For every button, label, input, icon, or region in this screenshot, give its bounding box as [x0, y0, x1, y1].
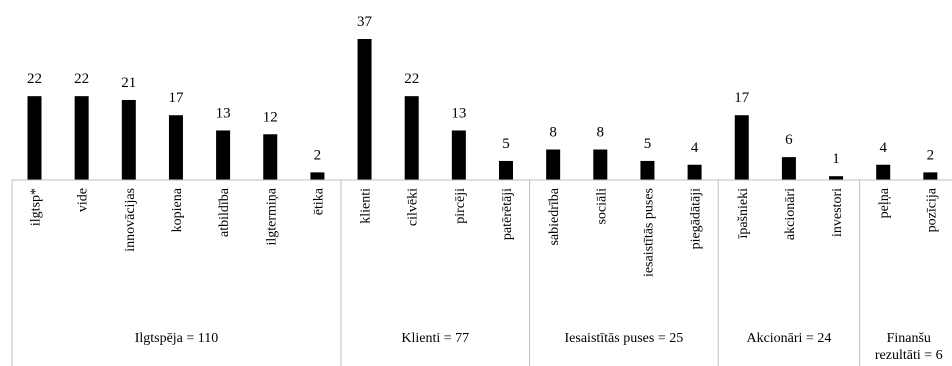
bar-sabiedrība — [546, 149, 561, 180]
value-label-īpašnieki: 17 — [734, 90, 750, 106]
group-label-line: Iesaistītās puses = 25 — [565, 331, 684, 346]
group-label-4: Finanšu rezultāti = 6 — [875, 331, 943, 363]
bar-patērētāji — [499, 160, 513, 180]
value-label-ilgtsp*: 22 — [27, 71, 42, 87]
bar-kopiena — [168, 115, 183, 180]
category-label-atbildība: atbildība — [217, 187, 232, 237]
value-label-ilgtermiņa: 12 — [263, 109, 278, 125]
value-label-patērētāji: 5 — [502, 136, 510, 152]
value-label-vide: 22 — [74, 71, 89, 87]
value-label-pozīcija: 2 — [927, 147, 935, 163]
group-label-3: Akcionāri = 24 — [746, 331, 831, 346]
axis-layer — [11, 179, 952, 366]
category-label-peļņa: peļņa — [877, 187, 892, 218]
value-label-iesaistītās puses: 5 — [644, 136, 652, 152]
bar-atbildība — [216, 130, 231, 180]
group-label-1: Klienti = 77 — [401, 331, 469, 346]
bar-klienti — [357, 39, 372, 180]
value-label-ētika: 2 — [314, 147, 322, 163]
group-label-line: Akcionāri = 24 — [746, 331, 831, 346]
group-label-line: Ilgtspēja = 110 — [135, 331, 219, 346]
bar-innovācijas — [121, 99, 136, 180]
value-label-peļņa: 4 — [879, 140, 887, 156]
group-label-line: Finanšu — [887, 331, 931, 346]
group-label-2: Iesaistītās puses = 25 — [565, 331, 684, 346]
value-label-akcionāri: 6 — [785, 132, 793, 148]
value-label-cilvēki: 22 — [404, 71, 419, 87]
group-label-line: rezultāti = 6 — [875, 348, 943, 363]
bar-peļņa — [876, 164, 891, 180]
category-label-ilgtermiņa: ilgtermiņa — [264, 187, 279, 245]
bar-ētika — [310, 172, 325, 180]
category-label-cilvēki: cilvēki — [406, 188, 421, 226]
value-label-sociāli: 8 — [597, 125, 605, 141]
value-label-innovācijas: 21 — [121, 75, 136, 91]
bar-pircēji — [451, 130, 466, 180]
category-label-akcionāri: akcionāri — [783, 188, 798, 240]
value-label-kopiena: 17 — [168, 90, 184, 106]
value-label-pircēji: 13 — [451, 105, 466, 121]
bar-iesaistītās puses — [640, 160, 655, 180]
category-label-sociāli: sociāli — [594, 188, 609, 225]
category-label-ilgtsp*: ilgtsp* — [29, 188, 44, 226]
bar-vide — [74, 96, 89, 180]
category-label-kopiena: kopiena — [170, 187, 185, 232]
category-label-pozīcija: pozīcija — [924, 187, 939, 232]
category-label-klienti: klienti — [359, 188, 374, 224]
category-label-pircēji: pircēji — [453, 188, 468, 224]
group-labels-layer: Ilgtspēja = 110 Klienti = 77 Iesaistītās p… — [135, 331, 943, 363]
category-label-ētika: ētika — [311, 187, 326, 215]
value-label-piegādātāji: 4 — [691, 140, 699, 156]
value-label-atbildība: 13 — [216, 105, 231, 121]
value-label-investori: 1 — [832, 151, 840, 167]
bar-cilvēki — [404, 96, 419, 180]
value-labels-layer: 22 22 21 17 13 12 2 37 22 13 5 8 8 5 4 17 6 1 4 2 — [27, 14, 934, 167]
bars-layer — [27, 39, 938, 180]
value-label-klienti: 37 — [357, 14, 373, 30]
category-label-innovācijas: innovācijas — [123, 188, 138, 252]
bar-pozīcija — [923, 172, 938, 180]
category-label-vide: vide — [76, 188, 91, 212]
tick-labels-layer: ilgtsp* vide innovācijas kopiena atbildība il… — [29, 187, 940, 277]
category-label-īpašnieki: īpašnieki — [736, 188, 751, 240]
bar-īpašnieki — [734, 115, 749, 180]
bar-investori — [829, 176, 844, 180]
bar-ilgtermiņa — [263, 134, 278, 180]
bar-akcionāri — [781, 157, 796, 180]
bar-sociāli — [593, 149, 608, 180]
category-label-piegādātāji: piegādātāji — [689, 188, 704, 250]
bar-piegādātāji — [687, 164, 702, 180]
group-label-0: Ilgtspēja = 110 — [135, 331, 219, 346]
category-label-investori: investori — [830, 188, 845, 237]
category-label-sabiedrība: sabiedrība — [547, 187, 562, 245]
bar-ilgtsp* — [27, 96, 42, 180]
value-label-sabiedrība: 8 — [549, 125, 557, 141]
group-label-line: Klienti = 77 — [401, 331, 469, 346]
category-label-patērētāji: patērētāji — [500, 188, 515, 240]
category-label-iesaistītās puses: iesaistītās puses — [641, 188, 656, 277]
